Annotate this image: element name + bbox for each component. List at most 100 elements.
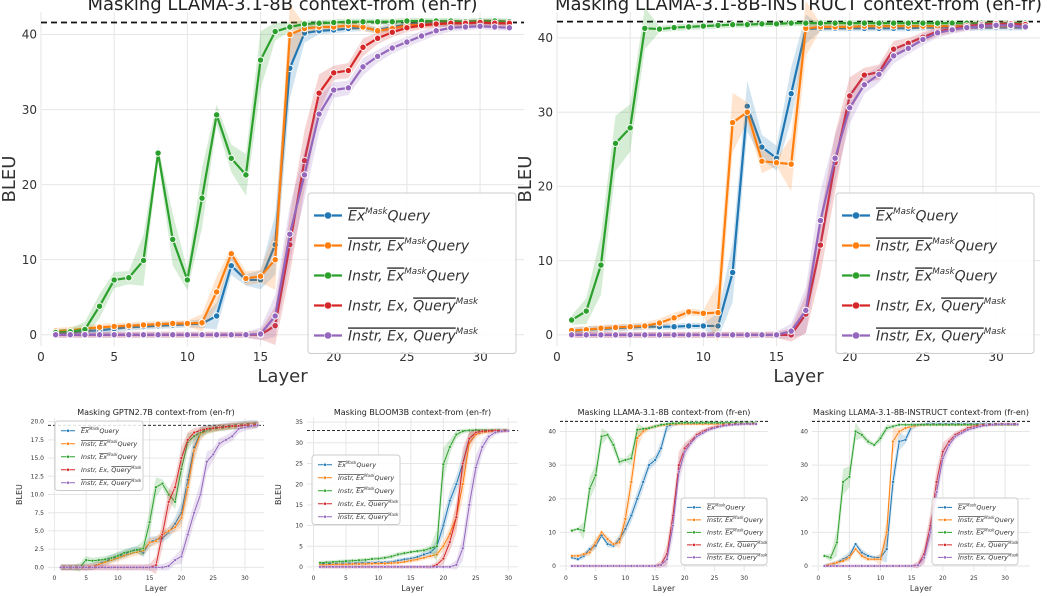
data-point <box>730 423 734 427</box>
data-point <box>891 439 895 444</box>
legend-label-part: Ex <box>338 461 346 469</box>
data-point <box>916 563 920 567</box>
data-point <box>422 556 426 560</box>
data-point <box>860 71 869 79</box>
data-point <box>904 19 912 27</box>
series-band <box>571 420 757 561</box>
legend-swatch-marker <box>66 441 70 446</box>
data-point <box>611 139 620 148</box>
data-point <box>953 434 957 439</box>
data-point <box>860 554 864 558</box>
data-point <box>875 19 883 27</box>
data-point <box>256 272 265 280</box>
legend-label-part: Mask <box>984 515 995 520</box>
data-point <box>903 564 908 568</box>
legend-label-part: Query <box>368 500 388 508</box>
data-point <box>363 565 368 569</box>
data-point <box>866 557 870 561</box>
legend-entry-3: Instr, ExMaskQuery <box>687 528 763 537</box>
data-point <box>467 428 471 433</box>
legend-label-part: Query <box>374 474 394 482</box>
legend-label-part: Mask <box>984 297 1007 307</box>
data-point <box>891 424 895 429</box>
data-point <box>243 425 247 430</box>
x-tick-label: 0 <box>37 350 45 364</box>
chart-title: Masking LLAMA-3.1-8B context-from (en-fr… <box>88 0 478 15</box>
legend-swatch-marker <box>692 543 696 547</box>
data-point <box>169 331 177 339</box>
legend-entry-5: Instr, Ex, QueryMask <box>842 327 1007 344</box>
data-point <box>626 323 634 331</box>
data-point <box>1007 21 1015 30</box>
data-point <box>670 23 678 32</box>
data-point <box>588 547 592 551</box>
data-point <box>772 331 781 339</box>
data-point <box>141 565 145 569</box>
data-point <box>192 430 196 435</box>
data-point <box>357 558 361 562</box>
data-point <box>629 513 633 518</box>
legend-label-part: Mask <box>404 267 427 277</box>
data-point <box>461 546 465 550</box>
data-point <box>337 559 342 564</box>
data-point <box>198 492 203 497</box>
legend-label-part: Instr, Ex, <box>958 541 988 549</box>
legend-label-part: Mask <box>456 297 479 307</box>
data-point <box>582 564 586 568</box>
legend-label-part: Instr, Ex, Query <box>338 513 388 521</box>
data-point <box>904 44 912 53</box>
legend-label-part: Ex <box>81 427 89 435</box>
chart-panel-5: 0 5 10 15 20 25 30 0 10 20 30 40 Layer Masking LLAMA-… <box>548 408 768 593</box>
data-point <box>872 557 876 561</box>
data-point <box>605 564 610 568</box>
data-point <box>878 436 883 440</box>
y-tick-label: 0 <box>545 328 553 342</box>
data-point <box>891 564 895 568</box>
x-tick-label: 5 <box>344 575 348 582</box>
data-point <box>685 23 693 31</box>
data-point <box>984 423 989 428</box>
data-point <box>685 308 693 316</box>
data-point <box>659 423 663 427</box>
data-point <box>110 322 118 331</box>
data-point <box>605 433 610 437</box>
data-point <box>947 439 951 444</box>
data-point <box>699 322 708 330</box>
data-point <box>271 256 279 264</box>
data-point <box>655 25 664 33</box>
data-point <box>611 542 616 546</box>
legend-label-part: Mask <box>107 452 118 457</box>
data-point <box>683 446 687 450</box>
data-point <box>599 434 604 439</box>
legend-label: Instr, Ex, QueryMask <box>958 553 1019 562</box>
x-tick-label: 20 <box>939 575 947 582</box>
legend-label-part: Mask <box>893 207 916 217</box>
data-point <box>448 445 452 449</box>
data-point <box>903 426 908 430</box>
data-point <box>714 21 722 30</box>
data-point <box>65 565 69 569</box>
data-point <box>736 422 740 426</box>
x-axis-label: Layer <box>257 366 308 387</box>
legend-swatch-marker <box>323 462 327 467</box>
data-point <box>635 497 639 501</box>
data-point <box>567 316 576 324</box>
data-point <box>435 565 439 569</box>
y-tick-label: 2.5 <box>34 546 44 553</box>
data-point <box>154 485 158 489</box>
data-point <box>286 230 294 238</box>
x-tick-label: 5 <box>110 350 118 364</box>
legend-label: ExMaskQuery <box>876 207 959 224</box>
legend-frame <box>835 192 1035 354</box>
data-point <box>626 124 634 132</box>
data-point <box>992 21 1000 30</box>
data-point <box>330 69 338 77</box>
data-point <box>183 331 192 339</box>
legend-label-part: Query <box>375 487 395 495</box>
x-tick-label: 15 <box>908 575 916 582</box>
legend-label-part: Mask <box>1008 540 1019 545</box>
data-point <box>653 424 657 429</box>
data-point <box>685 322 693 330</box>
data-point <box>787 160 795 168</box>
data-point <box>90 559 95 563</box>
